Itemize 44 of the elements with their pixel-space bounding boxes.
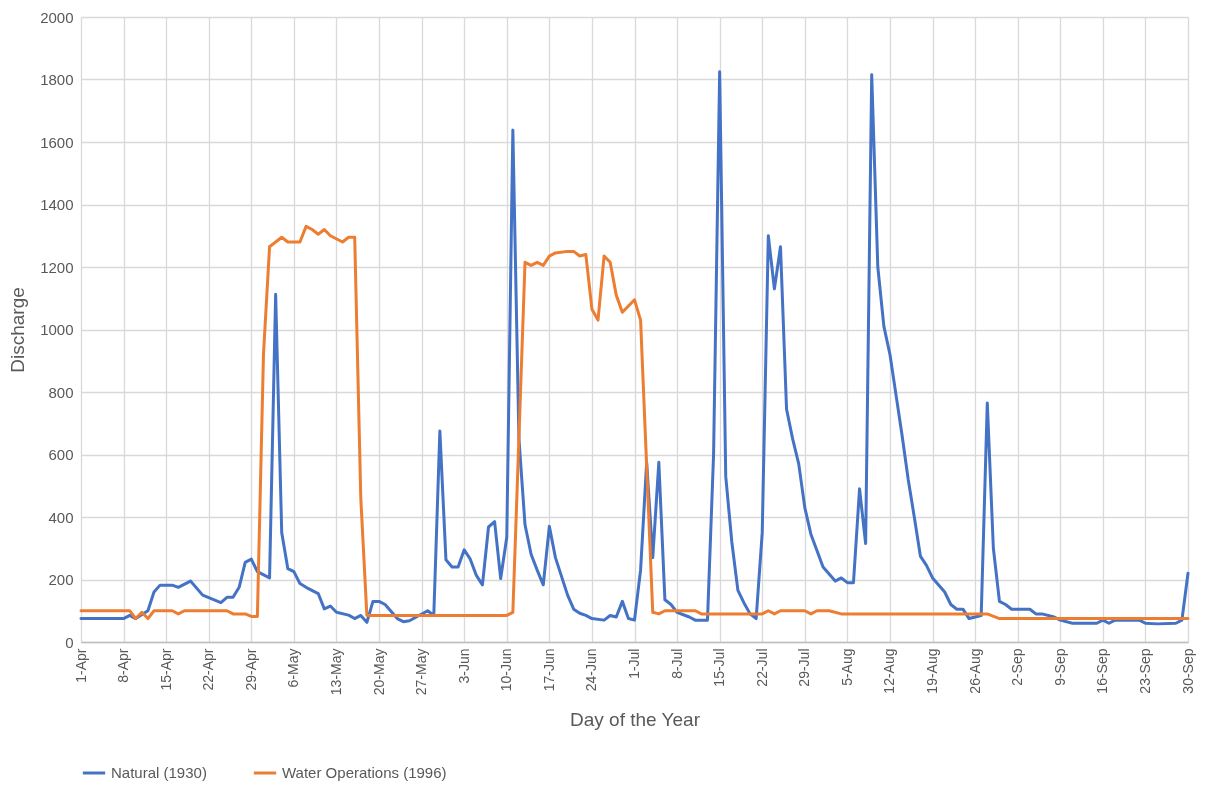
legend-label: Water Operations (1996) [282,764,447,781]
x-tick-label: 17-Jun [540,648,557,692]
x-tick-label: 13-May [327,648,344,696]
y-tick-label: 1200 [40,258,74,276]
y-tick-label: 200 [48,571,74,588]
x-tick-label: 8-Apr [115,648,132,683]
y-tick-label: 1000 [40,321,74,338]
x-tick-label: 26-Aug [966,648,983,694]
x-tick-label: 8-Jul [668,648,685,679]
x-tick-label: 3-Jun [455,648,472,684]
y-axis-title: Discharge [7,287,29,373]
line-series [79,70,1190,626]
y-tick-label: 1600 [40,133,74,151]
y-tick-label: 1800 [40,71,74,88]
x-tick-label: 6-May [285,648,302,688]
x-tick-label: 9-Sep [1051,648,1068,686]
y-tick-label: 800 [48,383,74,401]
x-tick-label: 10-Jun [498,648,515,692]
x-tick-label: 24-Jun [583,648,600,692]
x-tick-label: 20-May [370,648,387,696]
x-tick-label: 27-May [413,648,430,696]
x-tick-label: 19-Aug [924,648,941,694]
x-axis-title: Day of the Year [570,709,701,731]
x-tick-label: 29-Apr [242,648,259,691]
y-tick-label: 2000 [40,8,74,26]
x-tick-label: 16-Sep [1094,648,1111,694]
x-tick-label: 15-Jul [711,648,728,687]
y-tick-label: 600 [48,446,74,463]
x-tick-label: 23-Sep [1136,648,1153,694]
x-tick-label: 5-Aug [838,648,855,686]
y-tick-label: 400 [48,508,74,526]
x-tick-label: 30-Sep [1179,648,1196,694]
y-tick-label: 1400 [40,196,74,213]
x-tick-label: 12-Aug [881,648,898,694]
x-tick-label: 1-Apr [72,648,89,683]
x-tick-label: 15-Apr [157,648,174,691]
x-tick-label: 29-Jul [796,648,813,687]
x-tick-label: 1-Jul [626,648,642,679]
x-tick-label: 2-Sep [1009,648,1026,686]
x-tick-label: 22-Jul [753,648,770,687]
line-series [79,224,1190,621]
legend-label: Natural (1930) [111,764,207,781]
y-tick-label: 0 [65,633,74,651]
x-tick-label: 22-Apr [200,648,217,691]
